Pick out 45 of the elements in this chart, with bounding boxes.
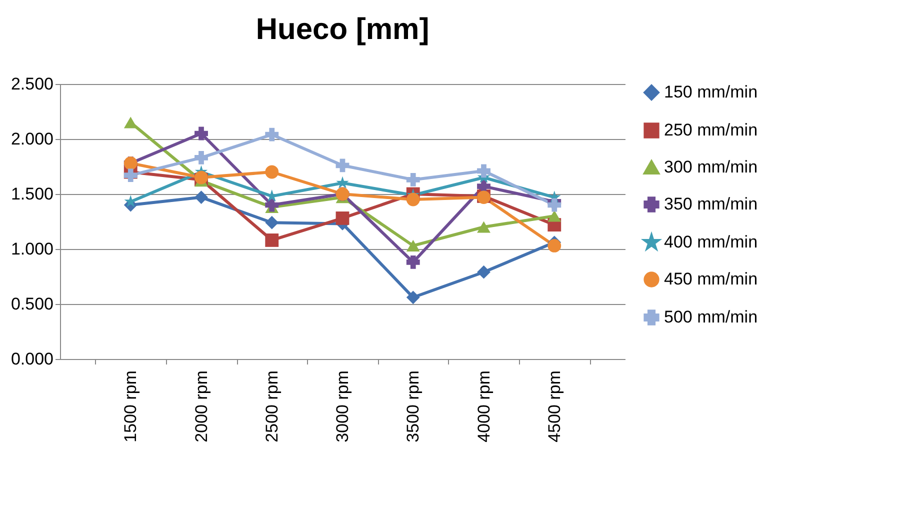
point <box>477 265 490 279</box>
legend-label: 150 mm/min <box>664 82 758 102</box>
point <box>406 172 420 186</box>
point <box>194 126 208 140</box>
legend-label: 350 mm/min <box>664 194 758 214</box>
x-tick-label: 4500 rpm <box>544 370 564 442</box>
y-tick-label: 1.500 <box>10 184 54 204</box>
point <box>265 216 279 230</box>
y-tick-label: 0.500 <box>10 294 54 314</box>
point <box>548 198 562 212</box>
legend-label: 400 mm/min <box>664 232 758 252</box>
legend-label: 250 mm/min <box>664 120 758 140</box>
point <box>477 221 490 233</box>
point <box>548 210 562 222</box>
point <box>406 192 420 206</box>
x-tick-label: 1500 rpm <box>121 370 140 442</box>
point <box>265 165 279 179</box>
point <box>406 240 420 252</box>
point <box>477 164 490 178</box>
y-tick-label: 0.000 <box>10 350 54 368</box>
point <box>548 239 562 252</box>
legend-label: 450 mm/min <box>664 270 758 288</box>
point <box>336 158 350 172</box>
point <box>336 211 350 225</box>
point <box>124 116 138 128</box>
point <box>194 190 208 204</box>
y-tick-label: 2.000 <box>10 130 54 148</box>
point <box>265 233 279 247</box>
point <box>406 255 420 269</box>
y-tick-label: 1.000 <box>10 240 54 258</box>
point <box>265 128 279 142</box>
legend-label: 500 mm/min <box>664 308 758 326</box>
point <box>406 290 420 304</box>
point <box>336 176 349 188</box>
point <box>194 150 208 164</box>
x-tick-label: 3000 rpm <box>333 370 352 442</box>
point <box>124 168 138 182</box>
x-tick-label: 2500 rpm <box>262 370 282 442</box>
legend-label: 300 mm/min <box>664 158 758 176</box>
point <box>265 198 279 212</box>
chart-title: Hueco [mm] <box>256 13 430 46</box>
x-tick-label: 3500 rpm <box>404 370 423 442</box>
x-tick-label: 2000 rpm <box>192 370 211 442</box>
y-tick-label: 2.500 <box>10 74 54 94</box>
x-tick-label: 4000 rpm <box>474 370 494 442</box>
